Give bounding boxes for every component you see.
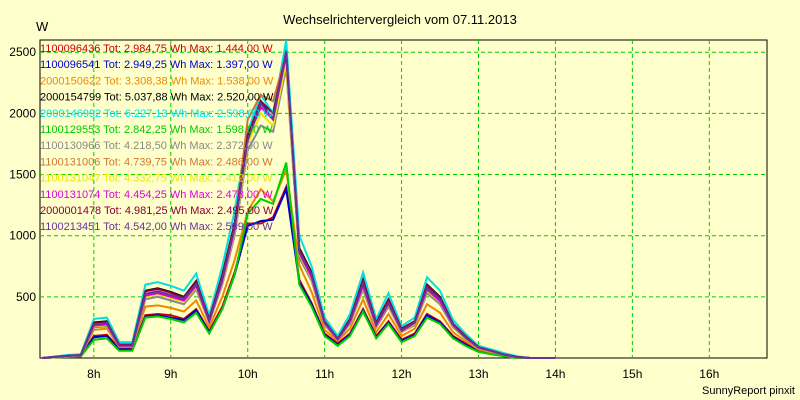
y-ticks: 500 1000 1500 2000 2500 (9, 45, 36, 304)
legend-entry-8: 1100131006 Tot: 4.739,75 Wh Max: 2.486,0… (40, 156, 273, 168)
legend-entry-3: 2000150622 Tot: 3.308,38 Wh Max: 1.538,0… (40, 75, 274, 87)
x-tick-label: 10h (238, 367, 258, 381)
y-unit-label: W (36, 19, 49, 34)
legend-entry-1: 1100096436 Tot: 2.984,75 Wh Max: 1.444,0… (40, 43, 273, 55)
x-ticks: 8h 9h 10h 11h 12h 13h 14h 15h 16h (87, 367, 719, 381)
x-tick-label: 9h (164, 367, 177, 381)
footer-credit: SunnyReport pinxit (702, 385, 795, 397)
y-tick-label: 500 (16, 290, 36, 304)
plot-area (39, 39, 768, 359)
x-tick-label: 13h (468, 367, 488, 381)
x-tick-label: 16h (699, 367, 719, 381)
x-tick-label: 11h (315, 367, 334, 381)
legend-entry-4: 2000154799 Tot: 5.037,88 Wh Max: 2.520,0… (40, 92, 274, 104)
x-tick-label: 12h (392, 367, 412, 381)
legend-entry-5: 2000146992 Tot: 6.227,13 Wh Max: 2.598,0… (40, 108, 274, 120)
y-tick-label: 2500 (9, 45, 36, 59)
legend-entry-6: 1100129553 Tot: 2.842,25 Wh Max: 1.598,0… (40, 124, 273, 136)
x-tick-label: 15h (622, 367, 642, 381)
x-tick-label: 8h (87, 367, 100, 381)
legend-entry-10: 1100131074 Tot: 4.454,25 Wh Max: 2.478,0… (40, 189, 273, 201)
x-tick-label: 14h (545, 367, 565, 381)
legend-entry-12: 1100213451 Tot: 4.542,00 Wh Max: 2.509,0… (40, 221, 273, 233)
legend: 1100096436 Tot: 2.984,75 Wh Max: 1.444,0… (40, 43, 274, 233)
series-line-6 (42, 162, 556, 359)
y-tick-label: 1500 (9, 168, 36, 182)
chart-title: Wechselrichtervergleich vom 07.11.2013 (283, 12, 517, 27)
series-line-12 (42, 50, 556, 359)
legend-entry-11: 2000001478 Tot: 4.981,25 Wh Max: 2.495,0… (40, 205, 274, 217)
legend-entry-9: 1100131047 Tot: 4.332,75 Wh Max: 2.412,0… (40, 173, 273, 185)
series-lines (42, 40, 556, 359)
legend-entry-7: 1100130966 Tot: 4.218,50 Wh Max: 2.372,0… (40, 140, 273, 152)
legend-entry-2: 1100096541 Tot: 2.949,25 Wh Max: 1.397,0… (40, 59, 273, 71)
y-tick-label: 1000 (9, 229, 36, 243)
y-tick-label: 2000 (9, 106, 36, 120)
